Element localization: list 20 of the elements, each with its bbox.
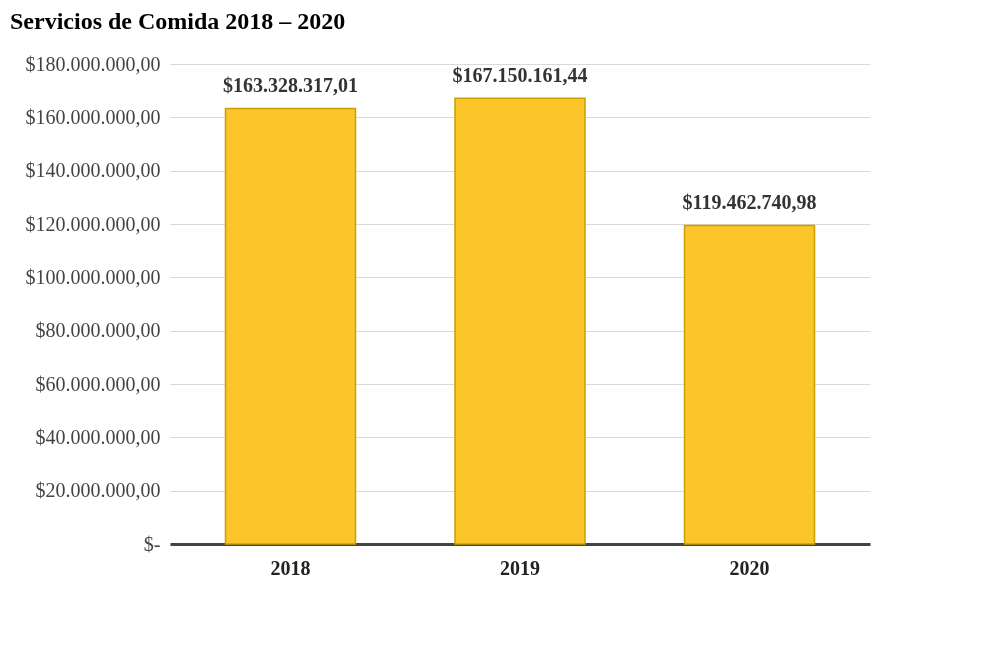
y-tick-label: $-: [143, 532, 161, 555]
bar: [683, 224, 816, 545]
y-tick-label: $40.000.000,00: [35, 425, 161, 448]
y-tick-label: $60.000.000,00: [35, 372, 161, 395]
y-tick-label: $180.000.000,00: [25, 52, 161, 75]
chart-title: Servicios de Comida 2018 – 2020: [10, 8, 346, 34]
bar: [454, 97, 586, 545]
y-tick-label: $20.000.000,00: [35, 479, 161, 502]
y-tick-label: $120.000.000,00: [25, 212, 161, 235]
data-label: $119.462.740,98: [682, 191, 817, 214]
data-label: $163.328.317,01: [222, 74, 358, 97]
bar: [224, 107, 357, 545]
y-tick-label: $140.000.000,00: [25, 159, 161, 182]
data-label: $167.150.161,44: [452, 64, 588, 87]
y-tick-label: $160.000.000,00: [25, 105, 161, 128]
x-tick-label: 2018: [270, 556, 311, 579]
x-tick-label: 2020: [729, 556, 770, 579]
x-tick-label: 2019: [500, 556, 540, 579]
y-tick-label: $100.000.000,00: [25, 265, 161, 288]
y-tick-label: $80.000.000,00: [35, 319, 161, 342]
